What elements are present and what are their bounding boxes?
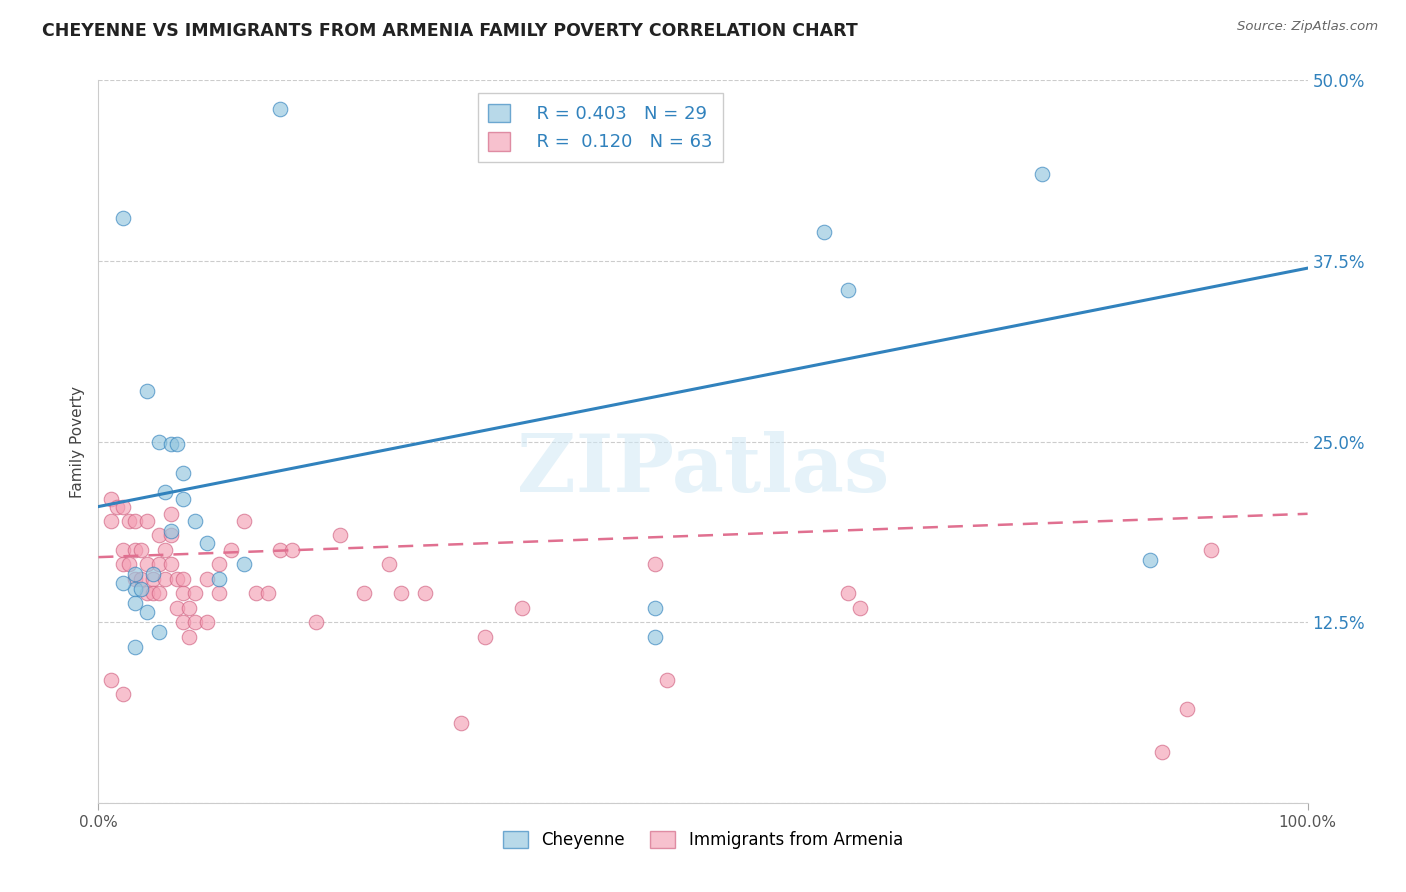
Point (100, 673, 122, 687)
Point (111, 558, 134, 572)
Point (135, 384, 157, 398)
Point (1175, 702, 1198, 716)
Point (195, 572, 218, 586)
Point (118, 558, 141, 572)
Point (135, 514, 157, 528)
Point (413, 586, 436, 600)
Point (100, 514, 122, 528)
Point (160, 507, 183, 521)
Legend: Cheyenne, Immigrants from Armenia: Cheyenne, Immigrants from Armenia (496, 824, 910, 856)
Point (221, 542, 243, 557)
Point (148, 586, 170, 600)
Text: Source: ZipAtlas.com: Source: ZipAtlas.com (1237, 20, 1378, 33)
Point (644, 600, 666, 615)
Point (208, 586, 231, 600)
Point (195, 535, 218, 549)
Point (142, 586, 165, 600)
Point (135, 586, 157, 600)
Point (111, 576, 134, 591)
Point (129, 572, 152, 586)
Text: ZIPatlas: ZIPatlas (517, 432, 889, 509)
Point (124, 567, 146, 582)
Point (1152, 745, 1174, 759)
Point (510, 600, 533, 615)
Point (1031, 167, 1053, 181)
Point (124, 596, 146, 610)
Point (124, 582, 146, 596)
Point (305, 615, 328, 630)
Point (208, 558, 231, 572)
Point (124, 640, 146, 654)
Point (111, 542, 134, 557)
Point (111, 687, 134, 701)
Point (208, 572, 231, 586)
Point (232, 558, 254, 572)
Point (179, 600, 201, 615)
Point (245, 586, 267, 600)
Point (148, 528, 170, 542)
Point (148, 625, 170, 640)
Point (160, 437, 183, 451)
Point (172, 572, 194, 586)
Point (100, 492, 122, 507)
Point (160, 528, 183, 542)
Point (142, 572, 165, 586)
Point (184, 586, 207, 600)
Point (148, 434, 170, 449)
Point (148, 558, 170, 572)
Point (837, 283, 859, 297)
Point (474, 630, 496, 644)
Point (124, 542, 146, 557)
Point (655, 673, 678, 687)
Point (105, 500, 128, 514)
Point (269, 542, 291, 557)
Point (160, 558, 183, 572)
Point (124, 514, 146, 528)
Point (118, 514, 141, 528)
Point (329, 528, 352, 542)
Point (124, 572, 146, 586)
Point (166, 600, 188, 615)
Point (166, 572, 188, 586)
Point (1139, 553, 1161, 567)
Point (450, 716, 472, 731)
Text: CHEYENNE VS IMMIGRANTS FROM ARMENIA FAMILY POVERTY CORRELATION CHART: CHEYENNE VS IMMIGRANTS FROM ARMENIA FAMI… (42, 22, 858, 40)
Point (179, 630, 201, 644)
Point (644, 630, 666, 644)
Point (129, 582, 152, 596)
Point (184, 615, 207, 630)
Point (111, 211, 134, 225)
Point (153, 572, 176, 586)
Point (232, 514, 254, 528)
Point (153, 485, 176, 500)
Point (172, 492, 194, 507)
Point (644, 558, 666, 572)
Point (153, 542, 176, 557)
Point (160, 524, 183, 538)
Point (389, 586, 412, 600)
Point (172, 467, 194, 481)
Point (837, 586, 859, 600)
Point (172, 615, 194, 630)
Y-axis label: Family Poverty: Family Poverty (70, 385, 86, 498)
Point (184, 514, 207, 528)
Point (849, 600, 872, 615)
Point (256, 586, 278, 600)
Point (281, 542, 304, 557)
Point (377, 558, 399, 572)
Point (172, 586, 194, 600)
Point (142, 567, 165, 582)
Point (195, 615, 218, 630)
Point (111, 500, 134, 514)
Point (813, 225, 835, 239)
Point (129, 542, 152, 557)
Point (166, 437, 188, 451)
Point (269, 102, 291, 116)
Point (135, 558, 157, 572)
Point (1199, 542, 1222, 557)
Point (353, 586, 375, 600)
Point (135, 605, 157, 619)
